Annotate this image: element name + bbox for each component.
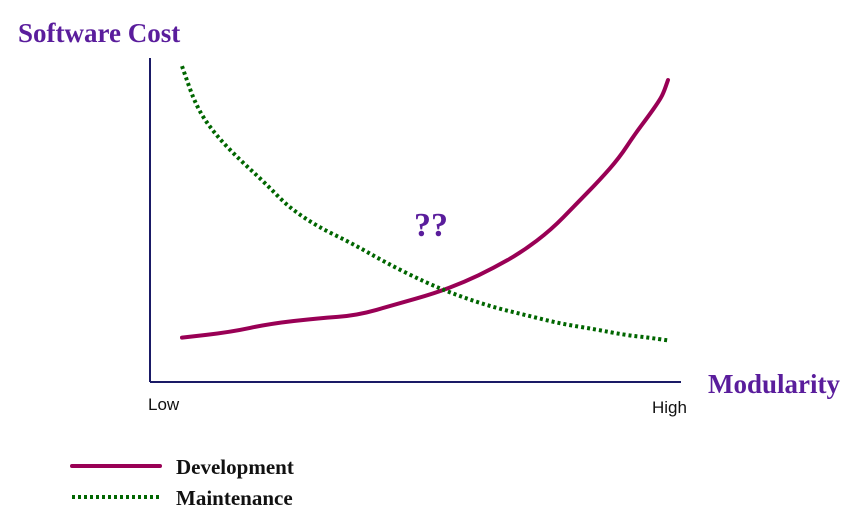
series-line-maintenance <box>180 65 669 343</box>
x-axis-label: Modularity <box>708 369 840 399</box>
series-line-development <box>180 78 670 340</box>
x-tick-label-low: Low <box>148 395 180 414</box>
question-annotation: ?? <box>414 207 448 244</box>
legend-label-maintenance: Maintenance <box>176 486 293 510</box>
y-axis-label: Software Cost <box>18 18 180 48</box>
legend-label-development: Development <box>176 455 294 479</box>
series-layer <box>180 65 670 343</box>
x-tick-label-high: High <box>652 398 687 417</box>
